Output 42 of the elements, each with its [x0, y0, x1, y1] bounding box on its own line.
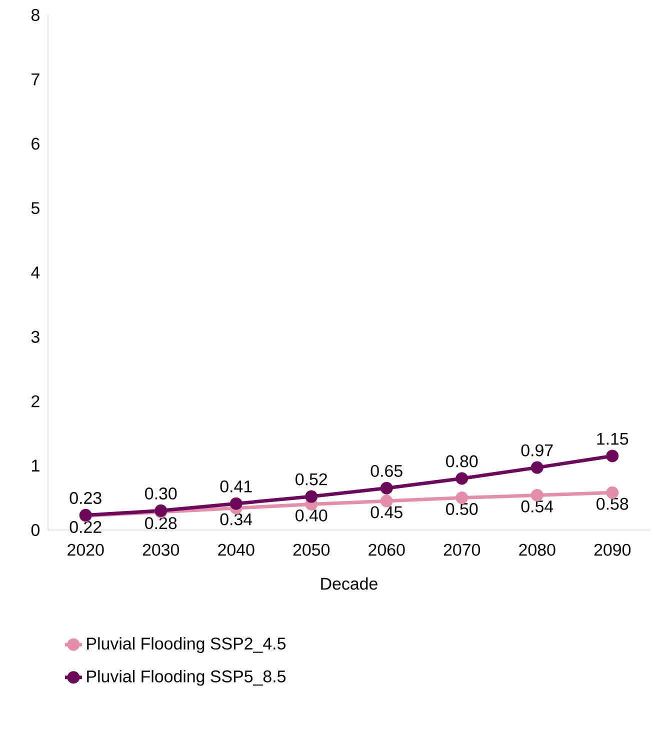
point [606, 450, 619, 462]
y-tick-label: 8 [31, 8, 40, 21]
y-tick-label: 2 [32, 395, 40, 408]
data-label: 0.97 [521, 444, 553, 456]
data-label: 0.80 [446, 455, 478, 468]
point [456, 472, 468, 485]
legend-label: Pluvial Flooding SSP5_8.5 [87, 670, 286, 686]
y-tick-label: 3 [31, 330, 40, 343]
y-tick-label: 1 [32, 460, 40, 472]
x-axis-title: Decade [321, 577, 378, 590]
point [230, 497, 242, 510]
point [305, 490, 318, 503]
data-label: 0.30 [145, 487, 177, 500]
legend-label: Pluvial Flooding SSP2_4.5 [87, 637, 286, 653]
data-label: 0.54 [521, 500, 554, 512]
y-tick-label: 4 [31, 266, 40, 278]
x-tick-label: 2050 [293, 544, 330, 556]
data-label: 0.45 [370, 506, 402, 518]
data-label: 0.23 [70, 492, 102, 504]
x-tick-label: 2070 [444, 544, 480, 556]
y-tick-label: 0 [31, 524, 40, 536]
data-label: 0.50 [446, 503, 478, 516]
point [530, 461, 544, 474]
data-label: 0.52 [296, 473, 327, 486]
x-tick-label: 2090 [594, 544, 631, 556]
x-tick-label: 2040 [218, 544, 254, 556]
data-label: 0.34 [220, 513, 252, 526]
data-label: 0.28 [145, 517, 177, 530]
data-label: 0.58 [596, 498, 628, 510]
x-tick-label: 2030 [142, 544, 180, 556]
data-label: 0.41 [220, 480, 252, 492]
data-label: 0.40 [296, 509, 328, 522]
x-tick-label: 2080 [519, 544, 556, 556]
y-tick-label: 5 [31, 202, 40, 214]
data-label: 1.15 [597, 432, 628, 445]
x-tick-label: 2060 [368, 544, 405, 556]
x-tick-label: 2020 [68, 544, 104, 556]
data-label: 0.65 [370, 464, 402, 477]
data-label: 0.22 [70, 521, 102, 534]
point [380, 482, 393, 494]
y-tick-label: 7 [32, 74, 40, 86]
y-tick-label: 6 [32, 138, 40, 150]
